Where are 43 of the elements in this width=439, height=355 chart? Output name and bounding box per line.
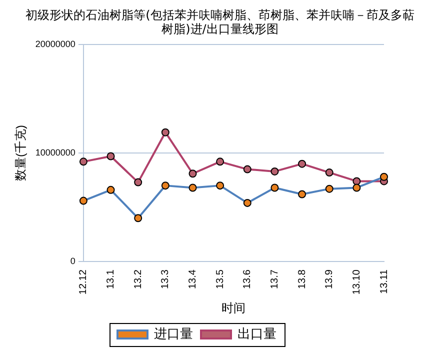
point: [270, 167, 279, 176]
point: [270, 184, 279, 192]
x-tick-label: 13.8: [296, 269, 308, 290]
point: [188, 170, 197, 178]
chart-title: 初级形状的石油树脂等(包括苯并呋喃树脂、茚树脂、苯并呋喃－茚及多萜树脂)进/出口量线形图: [24, 8, 416, 36]
point: [325, 184, 334, 193]
x-tick-label: 13.10: [351, 269, 362, 295]
point: [106, 186, 115, 194]
legend-label: 出口量: [238, 326, 276, 342]
point: [216, 182, 224, 190]
y-tick-label: 0: [70, 256, 76, 266]
y-tick-label: 20000000: [35, 38, 76, 49]
point: [161, 128, 170, 136]
point: [243, 165, 252, 174]
point: [79, 158, 88, 166]
point: [216, 158, 224, 166]
point: [380, 172, 388, 181]
point: [352, 177, 361, 186]
y-tick-label: 10000000: [35, 147, 76, 158]
legend-label: 进口量: [154, 326, 193, 342]
x-tick-label: 13.1: [106, 269, 117, 290]
x-tick-label: 13.5: [214, 269, 226, 290]
point: [106, 152, 115, 160]
y-axis-title: 数量(千克): [14, 124, 28, 181]
x-tick-label: 13.4: [187, 269, 198, 290]
x-tick-label: 13.11: [378, 269, 390, 294]
x-tick-label: 13.6: [242, 269, 254, 290]
x-tick-label: 13.2: [132, 269, 144, 290]
x-tick-label: 13.9: [324, 269, 336, 290]
x-axis-title: 时间: [222, 301, 246, 316]
point: [134, 178, 142, 186]
point: [161, 182, 170, 190]
point: [243, 198, 252, 207]
point: [188, 184, 197, 192]
x-tick-label: 13.3: [160, 269, 172, 290]
point: [352, 184, 361, 192]
point: [298, 190, 306, 198]
point: [298, 160, 306, 168]
point: [325, 168, 334, 177]
x-tick-label: 13.7: [269, 269, 280, 290]
x-tick-label: 12.12: [78, 269, 90, 295]
point: [134, 214, 142, 222]
point: [79, 196, 88, 205]
